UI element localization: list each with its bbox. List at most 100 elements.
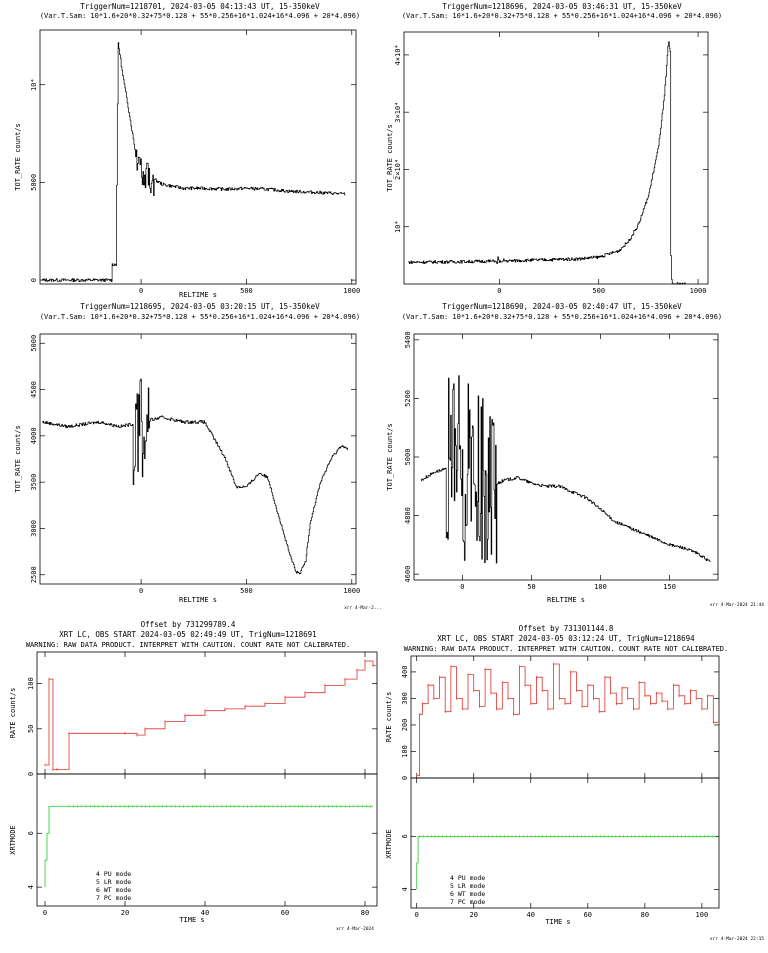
footer-label: xrr 4-Mar-2024	[336, 926, 374, 932]
chart-subtitle: (Var.T.Sam: 10*1.6+20*0.32+75*0.128 + 55…	[40, 313, 360, 321]
y-tick-label: 2×10⁴	[394, 159, 402, 180]
light-curve-series	[420, 375, 711, 564]
y-tick-label: 5000	[404, 449, 412, 466]
x-axis-label: TIME s	[545, 918, 570, 926]
legend-item: 5 LR mode	[450, 882, 485, 890]
x-axis-label: RELTIME s	[179, 291, 217, 299]
y-tick-label: 4×10⁴	[394, 44, 402, 65]
y-tick-label: 0	[30, 278, 38, 282]
plot-frame	[413, 333, 719, 581]
x-tick-label: 0	[497, 287, 501, 295]
x-tick-label: 0	[460, 583, 464, 591]
plot-frame	[36, 651, 378, 775]
x-tick-label: 0	[139, 287, 143, 295]
y-tick-label: 4	[401, 887, 409, 891]
mode-legend: 4 PU mode 5 LR mode 6 WT mode 7 PC mode	[96, 870, 131, 902]
x-tick-label: 100	[696, 911, 709, 919]
y-tick-label: 100	[401, 745, 409, 758]
x-tick-label: 40	[527, 911, 535, 919]
plot-frame	[39, 29, 357, 285]
chart-title: TriggerNum=1218695, 2024-03-05 03:20:15 …	[80, 302, 320, 311]
xrt-chart-1: Offset by 731299789.4 XRT LC, OBS START …	[9, 620, 378, 932]
legend-item: 7 PC mode	[450, 898, 485, 906]
y-tick-label: 4500	[30, 381, 38, 398]
light-curve-series	[408, 41, 686, 285]
y-tick-label: 3×10⁴	[394, 102, 402, 123]
mode-y-label: XRTMODE	[385, 829, 393, 859]
x-tick-label: 40	[201, 909, 209, 917]
y-tick-label: 100	[27, 677, 35, 690]
x-tick-label: 500	[240, 287, 253, 295]
y-tick-label: 6	[27, 831, 35, 835]
mode-y-label: XRTMODE	[9, 825, 17, 855]
y-tick-label: 5000	[30, 174, 38, 191]
y-tick-label: 4	[27, 885, 35, 889]
y-tick-label: 2500	[30, 566, 38, 583]
xrt-panel-2: Offset by 731301144.8 XRT LC, OBS START …	[384, 612, 768, 953]
y-tick-label: 4600	[404, 566, 412, 583]
y-tick-label: 10⁴	[30, 78, 38, 91]
y-tick-label: 50	[27, 725, 35, 733]
y-axis-label: TOT_RATE count/s	[14, 425, 22, 492]
light-curve-series	[42, 378, 348, 575]
xrt-title: XRT LC, OBS START 2024-03-05 02:49:49 UT…	[59, 630, 316, 639]
y-tick-label: 4000	[30, 427, 38, 444]
chart-title: TriggerNum=1218701, 2024-03-05 04:13:43 …	[80, 2, 320, 11]
plot-frame	[39, 333, 357, 585]
footer-label: xrr 4-Mar-2024 21:44	[710, 602, 764, 608]
bat-panel-4: TriggerNum=1218690, 2024-03-05 02:40:47 …	[384, 300, 768, 612]
x-tick-label: 60	[584, 911, 592, 919]
y-tick-label: 0	[27, 772, 35, 776]
bat-panel-2: TriggerNum=1218696, 2024-03-05 03:46:31 …	[384, 0, 768, 300]
xrt-title: XRT LC, OBS START 2024-03-05 03:12:24 UT…	[437, 634, 695, 643]
x-tick-label: 500	[240, 587, 253, 595]
x-tick-label: 100	[594, 583, 607, 591]
x-axis-label: RELTIME s	[179, 596, 217, 604]
plot-frame	[403, 31, 709, 285]
x-tick-label: 150	[663, 583, 676, 591]
x-tick-label: 500	[592, 287, 605, 295]
x-tick-label: 20	[470, 911, 478, 919]
rate-series	[416, 663, 719, 776]
legend-item: 7 PC mode	[96, 894, 131, 902]
offset-label: Offset by 731301144.8	[519, 624, 614, 633]
x-tick-label: 80	[641, 911, 649, 919]
y-tick-label: 400	[401, 666, 409, 679]
y-tick-label: 200	[401, 719, 409, 732]
legend-item: 4 PU mode	[96, 870, 131, 878]
plot-frame	[36, 773, 378, 907]
warning-label: WARNING: RAW DATA PRODUCT. INTERPRET WIT…	[404, 645, 729, 653]
y-tick-label: 3500	[30, 474, 38, 491]
y-tick-label: 4800	[404, 507, 412, 524]
x-tick-label: 0	[139, 587, 143, 595]
y-tick-label: 6	[401, 834, 409, 838]
xrt-chart-2: Offset by 731301144.8 XRT LC, OBS START …	[385, 624, 764, 942]
x-tick-label: 1000	[343, 587, 360, 595]
x-tick-label: 60	[281, 909, 289, 917]
x-tick-label: 20	[121, 909, 129, 917]
x-axis-label: RELTIME s	[547, 596, 585, 604]
bat-chart-1: TriggerNum=1218701, 2024-03-05 04:13:43 …	[14, 2, 360, 299]
chart-subtitle: (Var.T.Sam: 10*1.6+20*0.32+75*0.128 + 55…	[40, 12, 360, 20]
x-tick-label: 50	[527, 583, 535, 591]
legend-item: 4 PU mode	[450, 874, 485, 882]
y-tick-label: 0	[401, 776, 409, 780]
chart-title: TriggerNum=1218696, 2024-03-05 03:46:31 …	[442, 2, 682, 11]
footer-label: xrr 4-Mar-2024 22:15	[710, 936, 764, 942]
bat-chart-2: TriggerNum=1218696, 2024-03-05 03:46:31 …	[386, 2, 722, 295]
plot-frame	[410, 655, 720, 779]
rate-y-label: RATE count/s	[9, 688, 17, 739]
legend-item: 5 LR mode	[96, 878, 131, 886]
x-tick-label: 0	[415, 911, 419, 919]
x-axis-label: TIME s	[179, 916, 204, 924]
y-tick-label: 10⁴	[394, 220, 402, 233]
mode-legend: 4 PU mode 5 LR mode 6 WT mode 7 PC mode	[450, 874, 485, 906]
chart-title: TriggerNum=1218690, 2024-03-05 02:40:47 …	[442, 302, 682, 311]
rate-y-label: RATE count/s	[385, 692, 393, 743]
bat-chart-4: TriggerNum=1218690, 2024-03-05 02:40:47 …	[386, 302, 764, 608]
legend-item: 6 WT mode	[96, 886, 131, 894]
x-tick-label: 0	[43, 909, 47, 917]
x-tick-label: 1000	[343, 287, 360, 295]
x-tick-label: 80	[361, 909, 369, 917]
xrt-panel-1: Offset by 731299789.4 XRT LC, OBS START …	[0, 612, 384, 953]
